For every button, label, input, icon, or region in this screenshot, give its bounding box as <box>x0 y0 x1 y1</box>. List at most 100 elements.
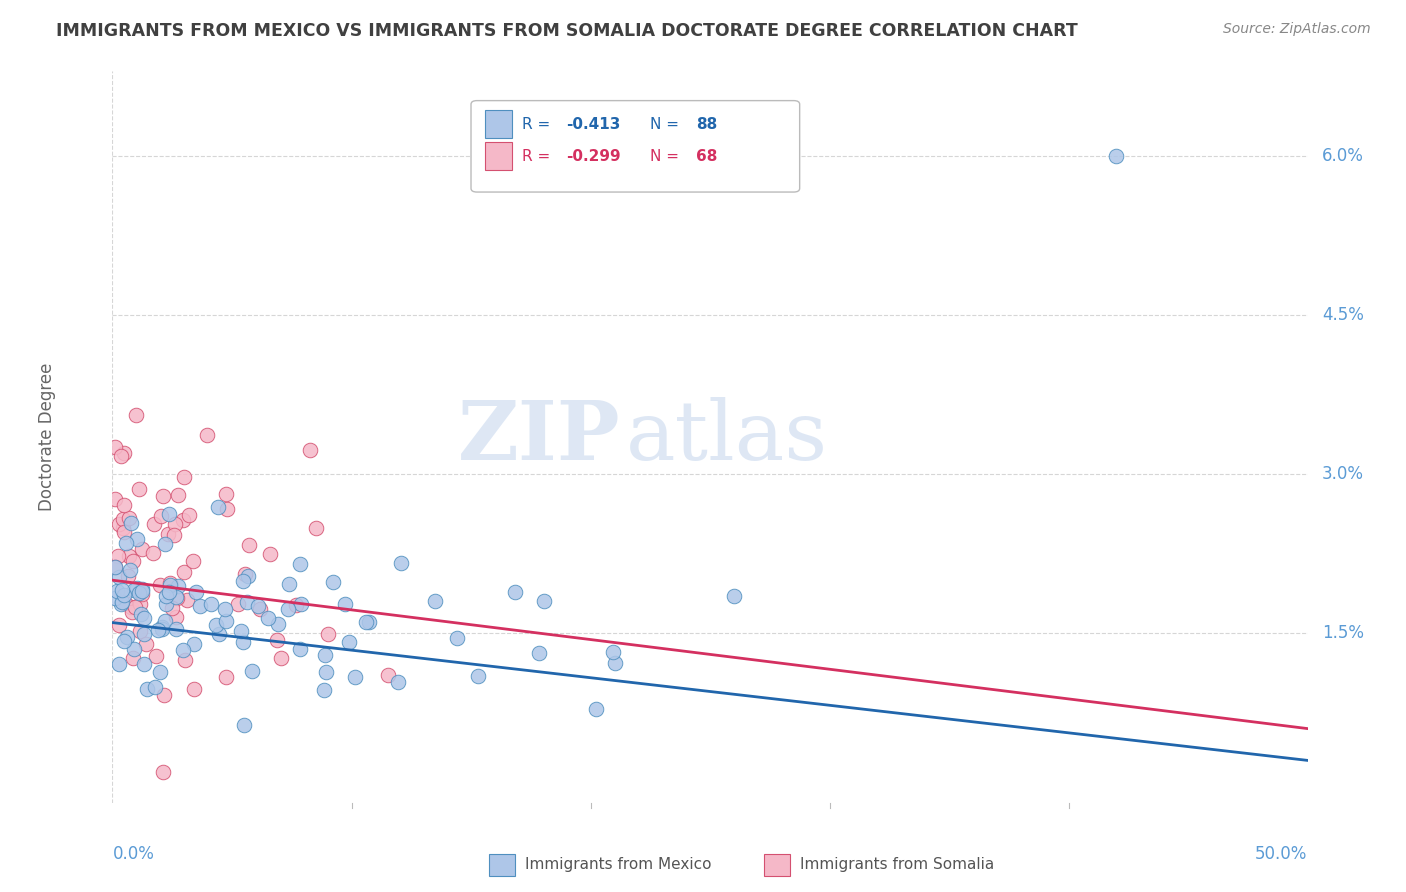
Point <box>134 611 156 625</box>
Point <box>235 566 257 581</box>
Point <box>122 641 145 656</box>
Point <box>125 408 148 422</box>
Point <box>104 491 127 506</box>
Point <box>247 599 270 613</box>
Point <box>288 641 311 656</box>
Point <box>177 508 200 522</box>
Point <box>166 488 188 502</box>
Point <box>145 648 167 663</box>
Point <box>503 585 526 599</box>
Point <box>157 585 180 599</box>
Point <box>142 545 165 559</box>
Text: 50.0%: 50.0% <box>1256 846 1308 863</box>
Point <box>160 601 183 615</box>
Point <box>312 683 335 698</box>
Point <box>235 595 257 609</box>
Point <box>259 547 281 561</box>
Point <box>266 632 288 647</box>
Point <box>226 597 249 611</box>
Point <box>357 615 380 630</box>
Point <box>104 440 127 454</box>
Point <box>527 646 550 660</box>
Point <box>387 674 409 689</box>
Point <box>173 470 195 484</box>
Point <box>131 584 153 599</box>
Point <box>143 517 166 532</box>
FancyBboxPatch shape <box>485 110 512 138</box>
Point <box>172 513 194 527</box>
Point <box>115 630 138 644</box>
Point <box>150 622 173 636</box>
Point <box>354 615 377 629</box>
Point <box>149 578 172 592</box>
Text: 88: 88 <box>696 117 717 132</box>
Point <box>104 591 127 605</box>
Point <box>125 582 148 596</box>
Point <box>108 657 131 672</box>
Point <box>112 634 135 648</box>
Text: 4.5%: 4.5% <box>1322 306 1364 324</box>
Point <box>446 631 468 645</box>
Point <box>184 585 207 599</box>
Point <box>285 598 308 612</box>
Text: Source: ZipAtlas.com: Source: ZipAtlas.com <box>1223 22 1371 37</box>
Text: N =: N = <box>650 150 685 164</box>
Point <box>125 532 148 546</box>
Point <box>155 597 177 611</box>
Text: 68: 68 <box>696 150 717 164</box>
Point <box>585 701 607 715</box>
Point <box>129 607 152 621</box>
Point <box>128 624 150 639</box>
Text: -0.299: -0.299 <box>567 150 621 164</box>
Point <box>108 570 131 584</box>
Point <box>118 511 141 525</box>
Text: 0.0%: 0.0% <box>112 846 155 863</box>
Point <box>290 598 312 612</box>
Point <box>165 622 187 636</box>
Point <box>174 653 197 667</box>
Text: ZIP: ZIP <box>458 397 620 477</box>
Point <box>339 635 361 649</box>
Point <box>110 597 132 611</box>
Point <box>135 681 157 696</box>
Point <box>343 670 366 684</box>
Text: Immigrants from Mexico: Immigrants from Mexico <box>524 857 711 872</box>
Point <box>603 656 626 670</box>
Point <box>165 516 187 531</box>
Text: 1.5%: 1.5% <box>1322 624 1364 642</box>
Point <box>110 450 132 464</box>
Text: -0.413: -0.413 <box>567 117 621 132</box>
Point <box>159 578 181 592</box>
Point <box>163 528 186 542</box>
Point <box>181 554 204 568</box>
Text: R =: R = <box>523 117 555 132</box>
Point <box>107 618 129 632</box>
Point <box>318 627 340 641</box>
Point <box>128 586 150 600</box>
Point <box>270 650 292 665</box>
Text: Doctorate Degree: Doctorate Degree <box>38 363 56 511</box>
Point <box>238 569 260 583</box>
Point <box>173 566 195 580</box>
Point <box>152 764 174 779</box>
Point <box>124 600 146 615</box>
Point <box>114 596 136 610</box>
Point <box>231 624 253 638</box>
Point <box>257 611 280 625</box>
Text: 3.0%: 3.0% <box>1322 466 1364 483</box>
Text: atlas: atlas <box>627 397 828 477</box>
Point <box>153 537 176 551</box>
Point <box>132 657 155 671</box>
Point <box>146 623 169 637</box>
Point <box>145 680 167 694</box>
Point <box>1105 149 1128 163</box>
Point <box>112 499 135 513</box>
Point <box>305 521 328 535</box>
Point <box>425 594 447 608</box>
Point <box>129 597 152 611</box>
Point <box>131 582 153 596</box>
Text: IMMIGRANTS FROM MEXICO VS IMMIGRANTS FROM SOMALIA DOCTORATE DEGREE CORRELATION C: IMMIGRANTS FROM MEXICO VS IMMIGRANTS FRO… <box>56 22 1078 40</box>
Point <box>157 526 180 541</box>
Point <box>214 602 236 616</box>
Point <box>149 665 172 679</box>
